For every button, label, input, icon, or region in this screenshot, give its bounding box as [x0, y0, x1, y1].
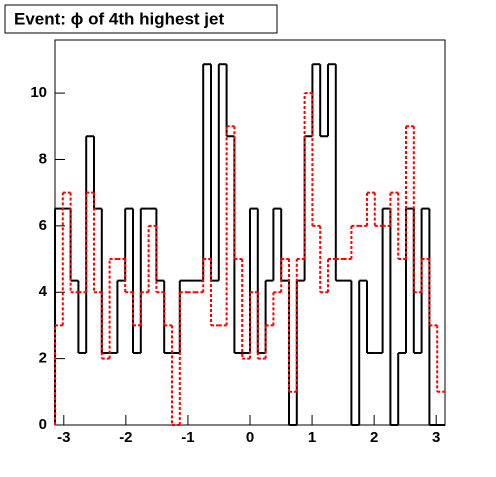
title-box	[4, 4, 278, 34]
x-tick-label: -1	[181, 429, 194, 446]
y-tick-label: 0	[39, 416, 47, 433]
y-tick-label: 2	[39, 350, 47, 367]
x-tick-label: 1	[308, 429, 316, 446]
y-tick-label: 10	[30, 84, 47, 101]
x-tick-label: 0	[246, 429, 254, 446]
x-tick-label: -3	[57, 429, 70, 446]
y-tick-label: 8	[39, 150, 47, 167]
chart-title: Event: ϕ of 4th highest jet	[14, 9, 224, 28]
y-tick-label: 6	[39, 217, 47, 234]
x-tick-label: 2	[370, 429, 378, 446]
y-tick-label: 4	[39, 283, 48, 300]
x-tick-label: 3	[432, 429, 440, 446]
x-tick-label: -2	[119, 429, 132, 446]
